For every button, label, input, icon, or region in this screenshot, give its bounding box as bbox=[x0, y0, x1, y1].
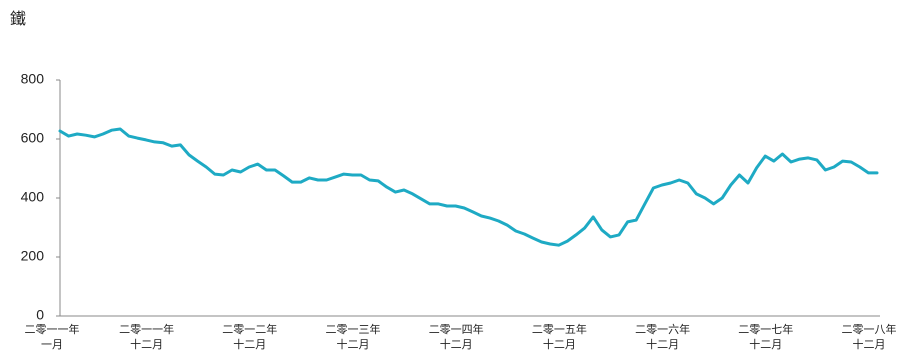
x-tick-label: 二零一一年 一月 bbox=[24, 323, 80, 351]
x-tick-label: 二零一一年 十二月 bbox=[119, 323, 175, 351]
x-tick-label: 二零一四年 十二月 bbox=[428, 323, 484, 351]
x-tick-label: 二零一八年 十二月 bbox=[841, 323, 897, 351]
chart-title: 鐵 bbox=[10, 9, 26, 28]
y-tick-label: 0 bbox=[36, 307, 44, 323]
line bbox=[58, 127, 879, 247]
x-tick-label: 二零一七年 十二月 bbox=[738, 323, 794, 351]
y-tick-label: 600 bbox=[21, 130, 45, 146]
y-tick-label: 200 bbox=[21, 248, 45, 264]
x-tick-label: 二零一三年 十二月 bbox=[325, 323, 381, 351]
y-tick-label: 400 bbox=[21, 189, 45, 205]
x-tick-label: 二零一二年 十二月 bbox=[222, 323, 278, 351]
x-tick-label: 二零一六年 十二月 bbox=[635, 323, 691, 351]
y-tick-label: 800 bbox=[21, 71, 45, 87]
x-tick-label: 二零一五年 十二月 bbox=[531, 323, 587, 351]
